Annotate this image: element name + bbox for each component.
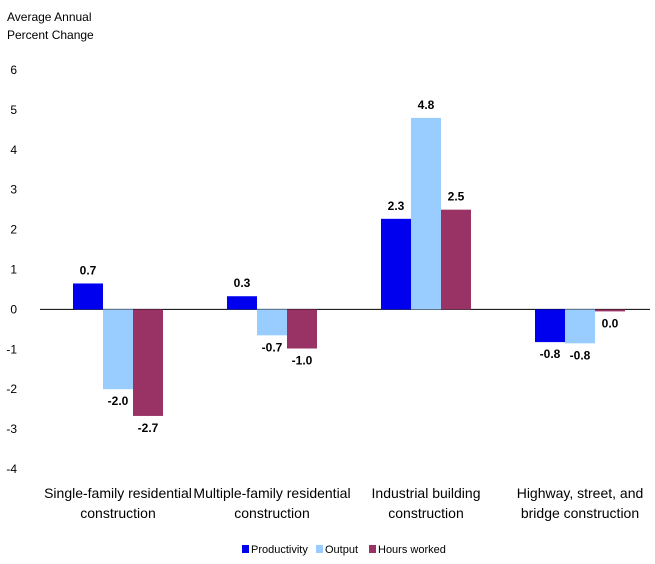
data-label: -0.7 xyxy=(262,340,283,354)
y-tick-label: 1 xyxy=(10,263,17,277)
legend-swatch-productivity xyxy=(242,545,249,553)
bar-hours-worked xyxy=(595,309,625,312)
data-label: 4.8 xyxy=(418,98,435,112)
bar-output xyxy=(103,309,133,390)
bar-hours-worked xyxy=(133,309,163,416)
bar-hours-worked xyxy=(287,309,317,349)
category-label: construction xyxy=(234,505,309,521)
y-axis-title-line: Average Annual xyxy=(7,10,92,24)
y-tick-label: 0 xyxy=(10,302,17,316)
category-label: Single-family residential xyxy=(44,485,192,501)
bar-productivity xyxy=(381,218,411,310)
data-label: 0.0 xyxy=(602,316,619,330)
bar-output xyxy=(565,309,595,344)
bar-output xyxy=(411,117,441,310)
bar-productivity xyxy=(227,296,257,310)
y-tick-label: 3 xyxy=(10,183,17,197)
y-tick-label: 4 xyxy=(10,143,17,157)
data-label: -2.7 xyxy=(138,421,159,435)
category-label: bridge construction xyxy=(521,505,639,521)
y-tick-label: 5 xyxy=(10,103,17,117)
bar-output xyxy=(257,309,287,336)
y-tick-label: 6 xyxy=(10,63,17,77)
category-label: construction xyxy=(80,505,155,521)
y-tick-label: 2 xyxy=(10,223,17,237)
data-label: -0.8 xyxy=(570,348,591,362)
category-label: Multiple-family residential xyxy=(193,485,350,501)
category-label: Industrial building xyxy=(372,485,481,501)
data-label: 0.3 xyxy=(234,276,251,290)
legend-label: Hours worked xyxy=(378,544,446,556)
y-axis-title-line: Percent Change xyxy=(7,28,94,42)
legend-swatch-hours-worked xyxy=(369,545,376,553)
y-tick-label: -2 xyxy=(6,382,17,396)
category-label: Highway, street, and xyxy=(517,485,644,501)
data-label: 2.3 xyxy=(388,199,405,213)
data-label: -0.8 xyxy=(540,347,561,361)
bar-hours-worked xyxy=(441,209,471,310)
y-tick-label: -4 xyxy=(6,462,17,476)
data-label: -2.0 xyxy=(108,394,129,408)
category-label: construction xyxy=(388,505,463,521)
legend-label: Output xyxy=(325,544,358,556)
data-label: -1.0 xyxy=(292,354,313,368)
data-label: 2.5 xyxy=(448,190,465,204)
y-tick-label: -1 xyxy=(6,342,17,356)
bar-productivity xyxy=(535,309,565,343)
legend-swatch-output xyxy=(316,545,323,553)
bar-productivity xyxy=(73,283,103,310)
y-tick-label: -3 xyxy=(6,422,17,436)
legend-label: Productivity xyxy=(251,544,308,556)
data-label: 0.7 xyxy=(80,263,97,277)
